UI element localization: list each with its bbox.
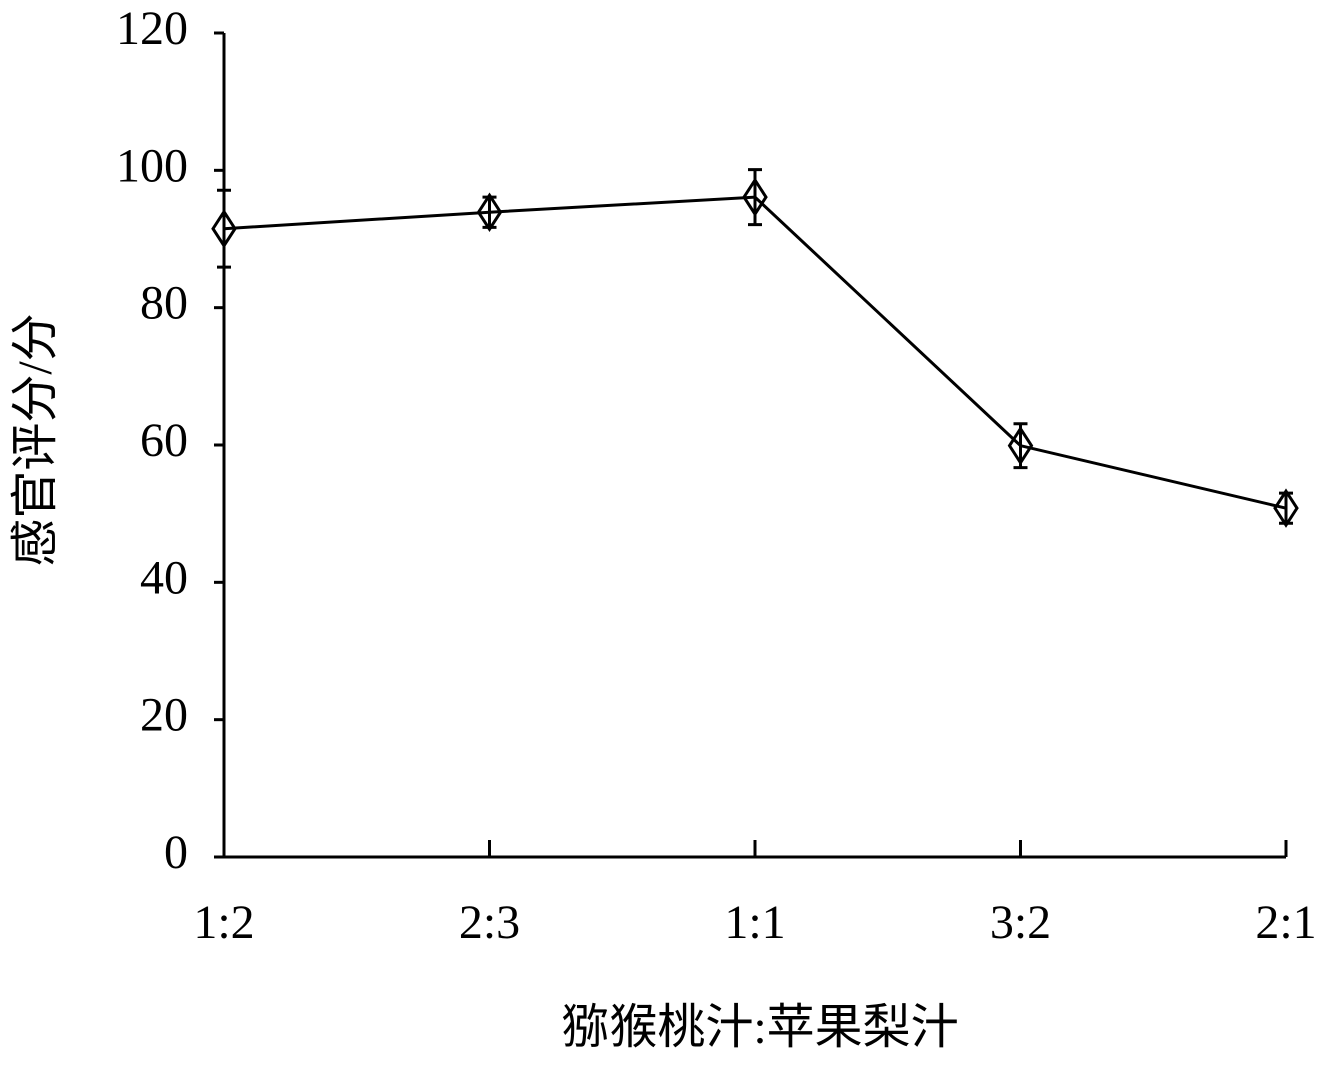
x-tick-label: 3:2 <box>990 896 1051 949</box>
y-tick-label: 20 <box>140 689 188 742</box>
x-tick-label: 1:2 <box>193 896 254 949</box>
marker <box>1007 425 1034 466</box>
y-tick-label: 40 <box>140 551 188 604</box>
error-bar <box>217 188 231 269</box>
x-tick-label: 1:1 <box>724 896 785 949</box>
y-tick-label: 0 <box>164 826 188 879</box>
y-tick-label: 120 <box>116 2 188 55</box>
line <box>223 195 1287 510</box>
marker <box>742 177 768 217</box>
marker <box>476 192 503 232</box>
x-tick-label: 2:3 <box>459 896 520 949</box>
y-tick-label: 100 <box>116 139 188 192</box>
marker <box>211 208 237 249</box>
x-axis-title: 猕猴桃汁:苹果梨汁 <box>561 1001 958 1054</box>
marker <box>1273 488 1299 528</box>
y-tick-label: 60 <box>140 414 188 467</box>
x-tick-label: 2:1 <box>1255 896 1316 949</box>
y-axis-title: 感官评分/分 <box>9 313 62 566</box>
y-tick-label: 80 <box>140 277 188 330</box>
